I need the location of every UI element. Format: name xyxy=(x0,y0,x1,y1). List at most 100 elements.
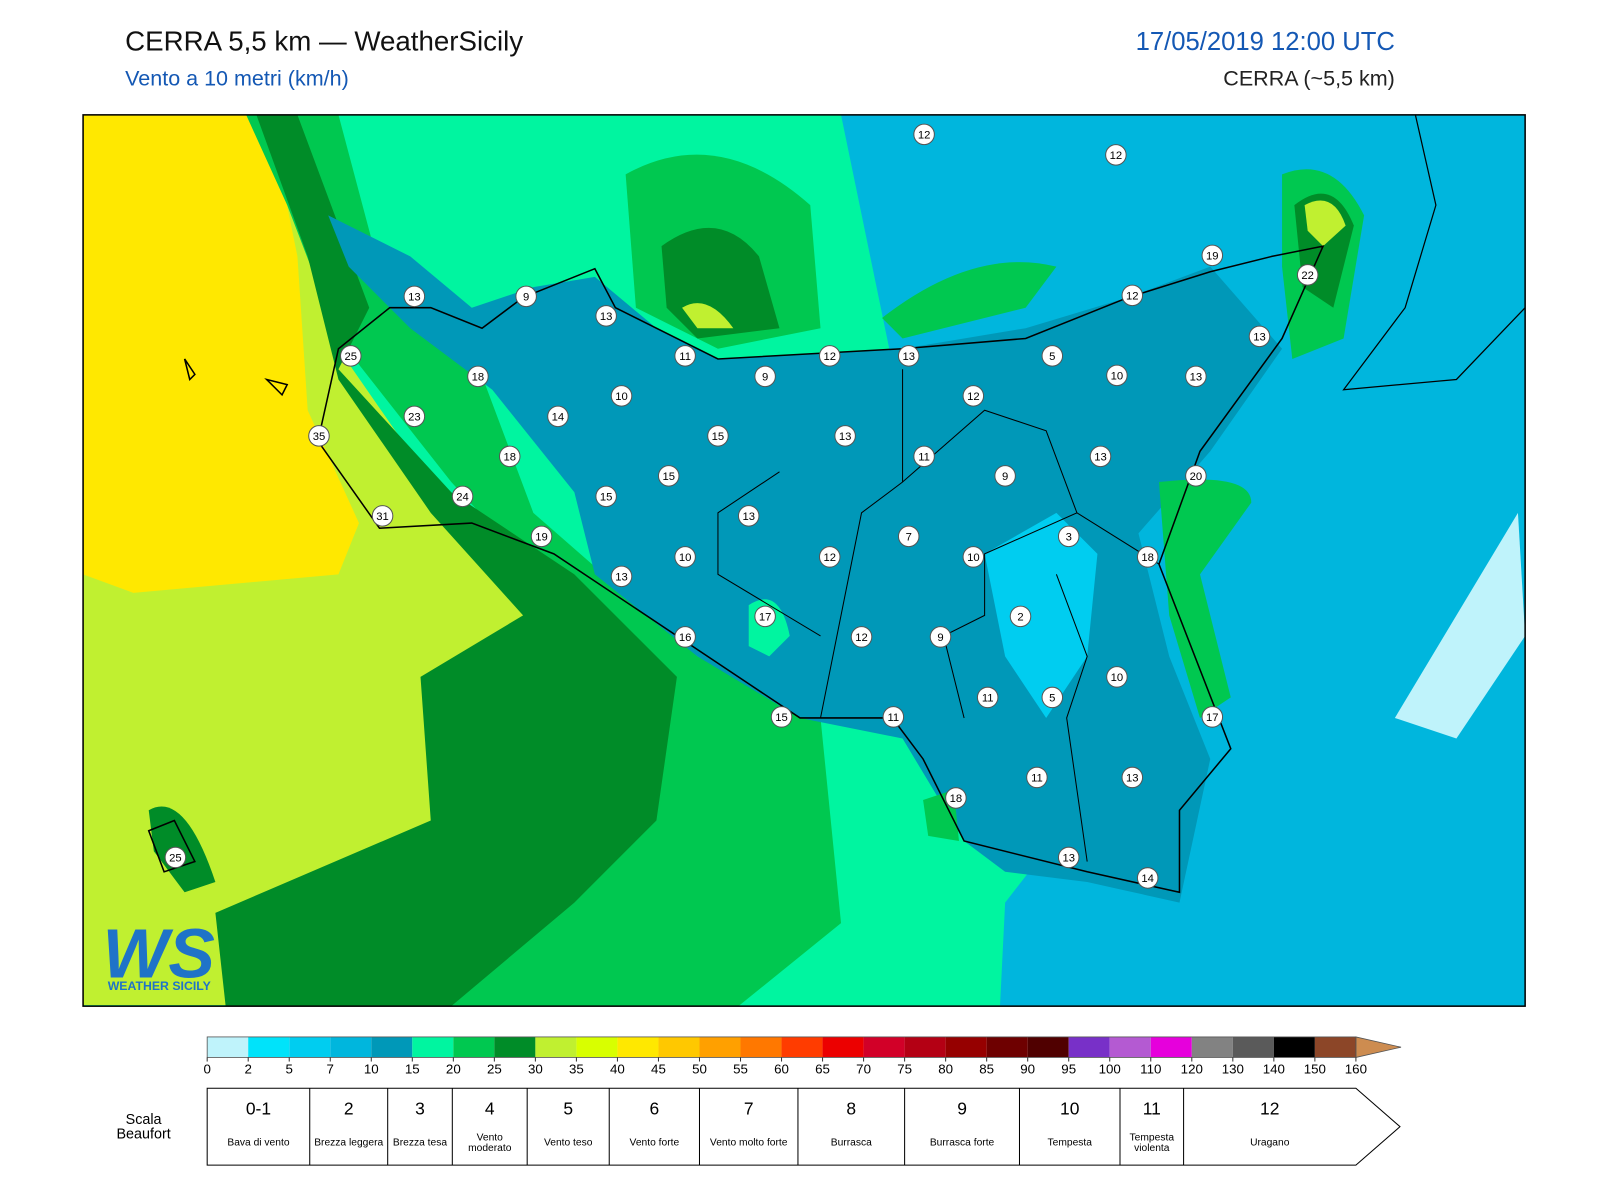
colorbar-segment xyxy=(207,1036,249,1058)
station-marker xyxy=(515,285,537,308)
colorbar-segment xyxy=(330,1036,372,1058)
station-value: 12 xyxy=(823,351,836,363)
colorbar-segment xyxy=(1150,1036,1192,1058)
colorbar-tick-label: 50 xyxy=(692,1061,707,1076)
colorbar-tick-label: 150 xyxy=(1304,1061,1326,1076)
colorbar-tick-label: 90 xyxy=(1020,1061,1035,1076)
station-marker xyxy=(818,345,841,367)
station-value: 15 xyxy=(775,712,788,724)
station-value: 11 xyxy=(918,451,930,463)
station-marker xyxy=(754,605,776,628)
zone xyxy=(1158,479,1252,718)
station-marker xyxy=(1121,284,1144,307)
colorbar-segment xyxy=(945,1036,987,1058)
colorbar-segment xyxy=(658,1036,700,1058)
beaufort-name: Vento teso xyxy=(543,1137,593,1149)
station-value: 5 xyxy=(1049,692,1055,704)
station-value: 9 xyxy=(937,632,943,644)
colorbar-tick-label: 45 xyxy=(651,1061,666,1076)
station-marker xyxy=(976,686,999,709)
station-value: 10 xyxy=(615,391,628,403)
colorbar-segment xyxy=(740,1036,782,1058)
station-value: 12 xyxy=(1110,150,1123,162)
beaufort-name: Burrasca xyxy=(830,1137,872,1149)
colorbar-tick-label: 160 xyxy=(1345,1061,1367,1076)
datetime: 17/05/2019 12:00 UTC xyxy=(1136,28,1395,56)
beaufort-force: 11 xyxy=(1143,1098,1161,1118)
beaufort-name-box: Brezza leggera xyxy=(314,1138,383,1148)
station-value: 12 xyxy=(823,552,836,564)
station-marker xyxy=(1106,666,1128,688)
station-value: 11 xyxy=(887,712,899,724)
station-value: 18 xyxy=(950,793,963,805)
colorbar-tick-label: 95 xyxy=(1061,1061,1076,1076)
colorbar-segment xyxy=(453,1036,495,1058)
station-value: 7 xyxy=(906,531,912,543)
station-value: 35 xyxy=(313,431,326,443)
station-marker xyxy=(674,626,696,648)
beaufort-frame xyxy=(206,1087,1401,1166)
station-marker xyxy=(371,505,394,527)
colorbar-tick-label: 110 xyxy=(1140,1061,1161,1076)
beaufort-force: 2 xyxy=(344,1098,354,1118)
station-marker xyxy=(1185,465,1207,487)
station-marker xyxy=(1136,546,1159,568)
station-marker xyxy=(1009,605,1032,628)
beaufort-name: Tempesta violenta xyxy=(1129,1132,1175,1154)
station-value: 10 xyxy=(967,552,980,564)
colorbar-tick-label: 70 xyxy=(856,1061,871,1076)
station-value: 9 xyxy=(762,371,768,383)
beaufort-force: 10 xyxy=(1060,1098,1080,1118)
station-value: 19 xyxy=(535,531,548,543)
station-value: 13 xyxy=(902,351,915,363)
station-value: 2 xyxy=(1017,611,1023,623)
colorbar-segment xyxy=(1109,1036,1151,1058)
beaufort-name-box: Vento molto forte xyxy=(710,1138,788,1148)
station-value: 10 xyxy=(1111,370,1124,382)
station-marker xyxy=(1136,867,1159,889)
beaufort-label: Scala Beaufort xyxy=(116,1110,171,1142)
station-marker xyxy=(610,385,633,407)
station-marker xyxy=(737,505,760,527)
beaufort-force: 4 xyxy=(485,1098,495,1118)
station-marker xyxy=(1057,525,1080,548)
model: CERRA (~5,5 km) xyxy=(1223,67,1395,91)
colorbar-tick-label: 15 xyxy=(405,1061,420,1076)
colorbar-tick-label: 130 xyxy=(1222,1061,1244,1076)
station-marker xyxy=(467,365,489,388)
beaufort-force: 6 xyxy=(650,1098,660,1118)
colorbar-extension xyxy=(1355,1036,1402,1058)
colorbar-segment xyxy=(1068,1036,1110,1058)
beaufort-name-box: Brezza tesa xyxy=(392,1137,448,1149)
colorbar-tick-label: 30 xyxy=(528,1061,543,1076)
colorbar-segment xyxy=(576,1036,618,1058)
station-value: 24 xyxy=(456,491,469,503)
coastline xyxy=(1342,114,1526,391)
station-value: 12 xyxy=(1126,290,1139,302)
station-marker xyxy=(897,525,920,548)
beaufort-name: Uragano xyxy=(1250,1137,1290,1149)
colorbar: 0 2 5 7 10 15 20 25 30 35 40 45 50 55 60 65 70 75 80 85 90 95… xyxy=(203,1036,1402,1076)
beaufort-force: 12 xyxy=(1260,1098,1279,1118)
station-marker xyxy=(595,485,617,508)
colorbar-tick-label: 85 xyxy=(979,1061,994,1076)
station-value: 13 xyxy=(839,431,852,443)
station-marker xyxy=(1105,144,1127,166)
station-value: 10 xyxy=(679,552,692,564)
beaufort-name: Vento moderato xyxy=(468,1132,512,1154)
station-marker xyxy=(962,546,985,568)
islands xyxy=(147,358,289,873)
beaufort-name: Brezza tesa xyxy=(392,1137,448,1149)
colorbar-tick-label: 35 xyxy=(569,1061,584,1076)
province-borders xyxy=(717,369,1160,862)
island-zone xyxy=(328,215,1283,903)
station-marker xyxy=(1106,364,1128,387)
station-marker xyxy=(770,706,793,728)
station-value: 13 xyxy=(1126,772,1139,784)
station-value: 11 xyxy=(679,351,691,363)
colorbar-segment xyxy=(1314,1036,1356,1058)
title: CERRA 5,5 km — WeatherSicily xyxy=(125,25,523,56)
station-marker xyxy=(674,345,696,367)
colorbar-segment xyxy=(1191,1036,1233,1058)
